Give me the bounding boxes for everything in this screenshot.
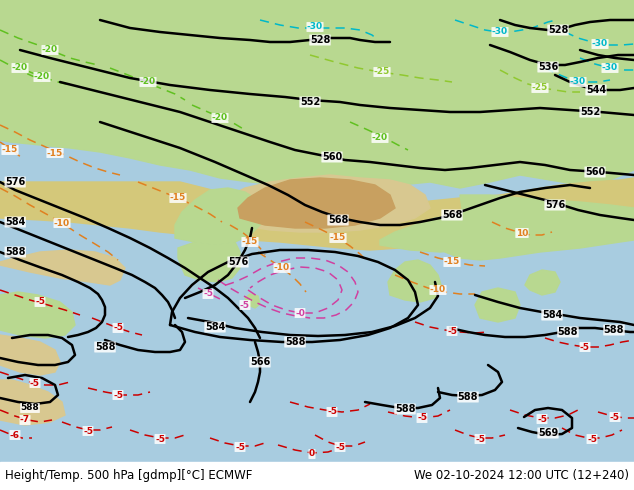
- Polygon shape: [0, 250, 125, 285]
- Text: 588: 588: [395, 404, 415, 414]
- Text: 588: 588: [458, 392, 478, 402]
- Text: -5: -5: [580, 343, 590, 351]
- Text: -10: -10: [274, 264, 290, 272]
- Text: -5: -5: [610, 413, 620, 421]
- Text: 528: 528: [310, 35, 330, 45]
- Text: -20: -20: [42, 46, 58, 54]
- Text: -15: -15: [242, 238, 258, 246]
- Text: -15: -15: [2, 146, 18, 154]
- Polygon shape: [380, 215, 495, 252]
- Text: 544: 544: [586, 85, 606, 95]
- Text: -30: -30: [307, 23, 323, 31]
- Text: -20: -20: [212, 114, 228, 122]
- Text: -15: -15: [444, 258, 460, 267]
- Polygon shape: [238, 178, 395, 228]
- Text: -20: -20: [12, 64, 28, 73]
- Bar: [0, 462, 634, 490]
- Polygon shape: [210, 175, 430, 232]
- Text: -5: -5: [475, 435, 485, 443]
- Polygon shape: [175, 188, 265, 245]
- Text: 568: 568: [328, 215, 348, 225]
- Text: -5: -5: [113, 323, 123, 333]
- Text: 536: 536: [538, 62, 558, 72]
- Text: 588: 588: [285, 337, 305, 347]
- Text: 588: 588: [94, 342, 115, 352]
- Text: 566: 566: [250, 357, 270, 367]
- Text: 552: 552: [300, 97, 320, 107]
- Text: 10: 10: [516, 228, 528, 238]
- Text: Height/Temp. 500 hPa [gdmp][°C] ECMWF: Height/Temp. 500 hPa [gdmp][°C] ECMWF: [5, 469, 252, 483]
- Text: -30: -30: [602, 64, 618, 73]
- Text: 584: 584: [5, 217, 25, 227]
- Text: -5: -5: [240, 300, 250, 310]
- Polygon shape: [245, 294, 260, 308]
- Polygon shape: [440, 195, 634, 260]
- Text: 569: 569: [538, 428, 558, 438]
- Text: 528: 528: [548, 25, 568, 35]
- Polygon shape: [388, 260, 442, 302]
- Text: -5: -5: [537, 415, 547, 423]
- Text: -5: -5: [155, 435, 165, 443]
- Polygon shape: [475, 288, 520, 322]
- Text: -20: -20: [372, 133, 388, 143]
- Text: -5: -5: [113, 391, 123, 399]
- Text: 560: 560: [585, 167, 605, 177]
- Text: -5: -5: [235, 442, 245, 451]
- Text: 0: 0: [309, 449, 315, 459]
- Polygon shape: [560, 205, 618, 235]
- Text: -20: -20: [34, 73, 50, 81]
- Text: 576: 576: [5, 177, 25, 187]
- Text: -5: -5: [83, 426, 93, 436]
- Text: 576: 576: [545, 200, 565, 210]
- Polygon shape: [0, 335, 60, 375]
- Text: 588: 588: [604, 325, 624, 335]
- Text: -5: -5: [35, 297, 45, 307]
- Polygon shape: [0, 0, 634, 195]
- Polygon shape: [530, 0, 634, 90]
- Text: -15: -15: [170, 194, 186, 202]
- Text: -0: -0: [295, 309, 305, 318]
- Text: 588: 588: [21, 403, 39, 413]
- Text: -30: -30: [592, 40, 608, 49]
- Text: -25: -25: [374, 68, 390, 76]
- Text: -5: -5: [587, 435, 597, 443]
- Text: -5: -5: [335, 442, 345, 451]
- Polygon shape: [0, 178, 634, 250]
- Text: -5: -5: [30, 378, 40, 388]
- Polygon shape: [0, 292, 75, 338]
- Text: -7: -7: [20, 416, 30, 424]
- Text: -10: -10: [430, 286, 446, 294]
- Text: 588: 588: [5, 247, 25, 257]
- Text: We 02-10-2024 12:00 UTC (12+240): We 02-10-2024 12:00 UTC (12+240): [414, 469, 629, 483]
- Text: 584: 584: [205, 322, 225, 332]
- Text: 560: 560: [322, 152, 342, 162]
- Polygon shape: [525, 270, 560, 295]
- Text: 568: 568: [442, 210, 462, 220]
- Text: -15: -15: [47, 148, 63, 157]
- Text: -30: -30: [492, 27, 508, 36]
- Text: -30: -30: [570, 77, 586, 87]
- Text: -5: -5: [327, 408, 337, 416]
- Text: -6: -6: [10, 431, 20, 440]
- Text: 552: 552: [580, 107, 600, 117]
- Text: -5: -5: [447, 326, 457, 336]
- Polygon shape: [0, 380, 65, 425]
- Polygon shape: [178, 242, 240, 282]
- Text: -10: -10: [54, 219, 70, 227]
- Text: 588: 588: [558, 327, 578, 337]
- Text: 576: 576: [228, 257, 248, 267]
- Text: -5: -5: [203, 290, 213, 298]
- Text: -20: -20: [140, 77, 156, 87]
- Text: -15: -15: [330, 234, 346, 243]
- Text: 584: 584: [542, 310, 562, 320]
- Text: -25: -25: [532, 83, 548, 93]
- Text: -5: -5: [417, 414, 427, 422]
